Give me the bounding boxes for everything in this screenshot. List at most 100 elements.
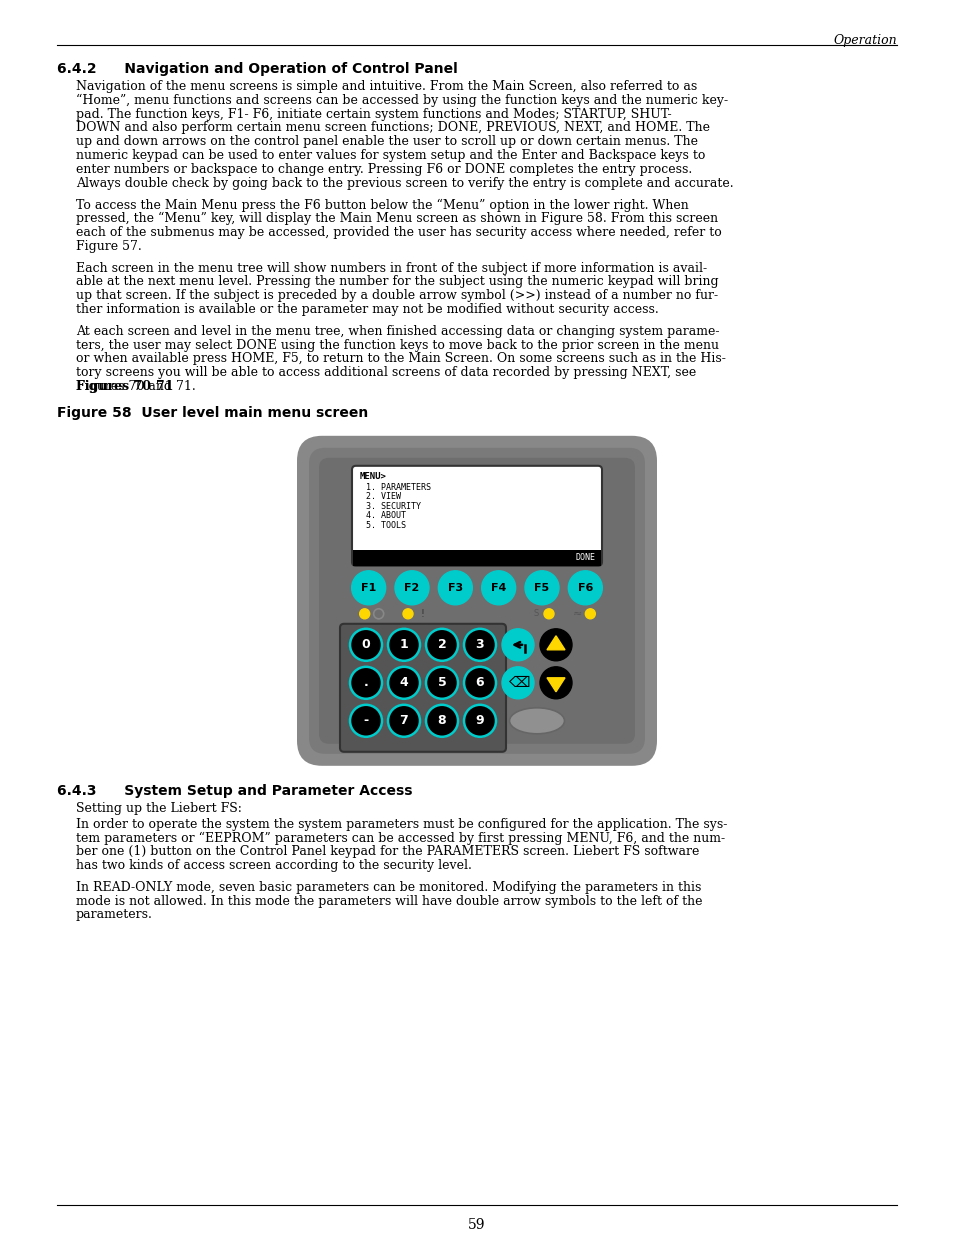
Text: has two kinds of access screen according to the security level.: has two kinds of access screen according… bbox=[76, 860, 472, 872]
Text: ⌫: ⌫ bbox=[508, 676, 529, 690]
Text: F1: F1 bbox=[360, 583, 375, 593]
Text: 9: 9 bbox=[476, 714, 484, 727]
Text: ≈: ≈ bbox=[572, 609, 581, 619]
Text: 0: 0 bbox=[361, 638, 370, 651]
Circle shape bbox=[501, 629, 534, 661]
Polygon shape bbox=[546, 636, 564, 650]
Circle shape bbox=[568, 571, 601, 605]
Circle shape bbox=[402, 609, 413, 619]
Text: parameters.: parameters. bbox=[76, 909, 152, 921]
Text: or when available press HOME, F5, to return to the Main Screen. On some screens : or when available press HOME, F5, to ret… bbox=[76, 352, 725, 366]
Text: To access the Main Menu press the F6 button below the “Menu” option in the lower: To access the Main Menu press the F6 but… bbox=[76, 199, 688, 211]
Text: 7: 7 bbox=[399, 714, 408, 727]
FancyBboxPatch shape bbox=[296, 436, 657, 766]
Circle shape bbox=[585, 609, 595, 619]
Text: DONE: DONE bbox=[576, 553, 596, 562]
Circle shape bbox=[501, 667, 534, 699]
Circle shape bbox=[543, 609, 554, 619]
Text: 8: 8 bbox=[437, 714, 446, 727]
Text: S: S bbox=[533, 609, 538, 619]
Text: pad. The function keys, F1- F6, initiate certain system functions and Modes; STA: pad. The function keys, F1- F6, initiate… bbox=[76, 107, 671, 121]
Text: 1. PARAMETERS: 1. PARAMETERS bbox=[366, 483, 431, 492]
Circle shape bbox=[350, 629, 381, 661]
Circle shape bbox=[388, 705, 419, 737]
FancyBboxPatch shape bbox=[353, 550, 600, 566]
Text: In READ-ONLY mode, seven basic parameters can be monitored. Modifying the parame: In READ-ONLY mode, seven basic parameter… bbox=[76, 881, 700, 894]
Text: pressed, the “Menu” key, will display the Main Menu screen as shown in Figure 58: pressed, the “Menu” key, will display th… bbox=[76, 212, 718, 226]
Text: F2: F2 bbox=[404, 583, 419, 593]
Circle shape bbox=[388, 667, 419, 699]
Text: DOWN and also perform certain menu screen functions; DONE, PREVIOUS, NEXT, and H: DOWN and also perform certain menu scree… bbox=[76, 121, 709, 135]
Text: At each screen and level in the menu tree, when finished accessing data or chang: At each screen and level in the menu tre… bbox=[76, 325, 719, 338]
Circle shape bbox=[426, 667, 457, 699]
Text: Figures 70: Figures 70 bbox=[76, 380, 151, 393]
Text: mode is not allowed. In this mode the parameters will have double arrow symbols : mode is not allowed. In this mode the pa… bbox=[76, 894, 701, 908]
FancyBboxPatch shape bbox=[352, 466, 601, 566]
Text: F4: F4 bbox=[491, 583, 506, 593]
Circle shape bbox=[426, 705, 457, 737]
Circle shape bbox=[395, 571, 429, 605]
FancyBboxPatch shape bbox=[339, 624, 505, 752]
Text: each of the submenus may be accessed, provided the user has security access wher: each of the submenus may be accessed, pr… bbox=[76, 226, 721, 240]
Text: ther information is available or the parameter may not be modified without secur: ther information is available or the par… bbox=[76, 303, 659, 316]
Text: Figure 58  User level main menu screen: Figure 58 User level main menu screen bbox=[57, 406, 368, 420]
Text: Always double check by going back to the previous screen to verify the entry is : Always double check by going back to the… bbox=[76, 177, 733, 190]
Circle shape bbox=[524, 571, 558, 605]
Text: 3. SECURITY: 3. SECURITY bbox=[366, 501, 420, 511]
Circle shape bbox=[359, 609, 369, 619]
Text: F3: F3 bbox=[447, 583, 462, 593]
Circle shape bbox=[539, 629, 572, 661]
Text: 59: 59 bbox=[468, 1218, 485, 1233]
Text: ters, the user may select DONE using the function keys to move back to the prior: ters, the user may select DONE using the… bbox=[76, 338, 719, 352]
Text: 2: 2 bbox=[437, 638, 446, 651]
Text: MENU>: MENU> bbox=[359, 472, 387, 480]
Circle shape bbox=[463, 667, 496, 699]
Text: Figure 57.: Figure 57. bbox=[76, 240, 142, 253]
Text: Figures 70 and 71.: Figures 70 and 71. bbox=[76, 380, 195, 393]
Circle shape bbox=[437, 571, 472, 605]
Text: .: . bbox=[363, 677, 368, 689]
Circle shape bbox=[426, 629, 457, 661]
Text: F5: F5 bbox=[534, 583, 549, 593]
Text: enter numbers or backspace to change entry. Pressing F6 or DONE completes the en: enter numbers or backspace to change ent… bbox=[76, 163, 692, 175]
Text: 4: 4 bbox=[399, 677, 408, 689]
Circle shape bbox=[350, 705, 381, 737]
Text: !: ! bbox=[419, 609, 423, 619]
Text: 5. TOOLS: 5. TOOLS bbox=[366, 521, 406, 530]
Text: “Home”, menu functions and screens can be accessed by using the function keys an: “Home”, menu functions and screens can b… bbox=[76, 94, 727, 107]
Circle shape bbox=[539, 667, 572, 699]
Circle shape bbox=[350, 667, 381, 699]
Text: 71: 71 bbox=[156, 380, 173, 393]
FancyBboxPatch shape bbox=[309, 448, 644, 753]
Circle shape bbox=[463, 629, 496, 661]
Text: 2. VIEW: 2. VIEW bbox=[366, 493, 400, 501]
FancyBboxPatch shape bbox=[318, 458, 635, 743]
Text: Setting up the Liebert FS:: Setting up the Liebert FS: bbox=[76, 802, 242, 815]
Text: 6.4.2  Navigation and Operation of Control Panel: 6.4.2 Navigation and Operation of Contro… bbox=[57, 62, 457, 77]
Text: F6: F6 bbox=[577, 583, 593, 593]
Text: numeric keypad can be used to enter values for system setup and the Enter and Ba: numeric keypad can be used to enter valu… bbox=[76, 149, 704, 162]
Text: Navigation of the menu screens is simple and intuitive. From the Main Screen, al: Navigation of the menu screens is simple… bbox=[76, 80, 697, 93]
Text: 3: 3 bbox=[476, 638, 484, 651]
Text: -: - bbox=[363, 714, 368, 727]
Text: 1: 1 bbox=[399, 638, 408, 651]
Text: up and down arrows on the control panel enable the user to scroll up or down cer: up and down arrows on the control panel … bbox=[76, 135, 698, 148]
Text: Each screen in the menu tree will show numbers in front of the subject if more i: Each screen in the menu tree will show n… bbox=[76, 262, 706, 274]
Text: able at the next menu level. Pressing the number for the subject using the numer: able at the next menu level. Pressing th… bbox=[76, 275, 718, 289]
Ellipse shape bbox=[509, 708, 564, 734]
Text: 6.4.3  System Setup and Parameter Access: 6.4.3 System Setup and Parameter Access bbox=[57, 784, 412, 798]
Text: 6: 6 bbox=[476, 677, 484, 689]
Text: 5: 5 bbox=[437, 677, 446, 689]
Circle shape bbox=[388, 629, 419, 661]
Text: 4. ABOUT: 4. ABOUT bbox=[366, 511, 406, 520]
Polygon shape bbox=[546, 678, 564, 692]
Text: In order to operate the system the system parameters must be configured for the : In order to operate the system the syste… bbox=[76, 818, 726, 831]
Text: up that screen. If the subject is preceded by a double arrow symbol (>>) instead: up that screen. If the subject is preced… bbox=[76, 289, 718, 303]
Text: ber one (1) button on the Control Panel keypad for the PARAMETERS screen. Lieber: ber one (1) button on the Control Panel … bbox=[76, 845, 699, 858]
Text: Operation: Operation bbox=[833, 35, 896, 47]
Circle shape bbox=[352, 571, 385, 605]
Circle shape bbox=[463, 705, 496, 737]
Text: tem parameters or “EEPROM” parameters can be accessed by first pressing MENU, F6: tem parameters or “EEPROM” parameters ca… bbox=[76, 831, 724, 845]
Circle shape bbox=[481, 571, 516, 605]
Text: tory screens you will be able to access additional screens of data recorded by p: tory screens you will be able to access … bbox=[76, 367, 696, 379]
